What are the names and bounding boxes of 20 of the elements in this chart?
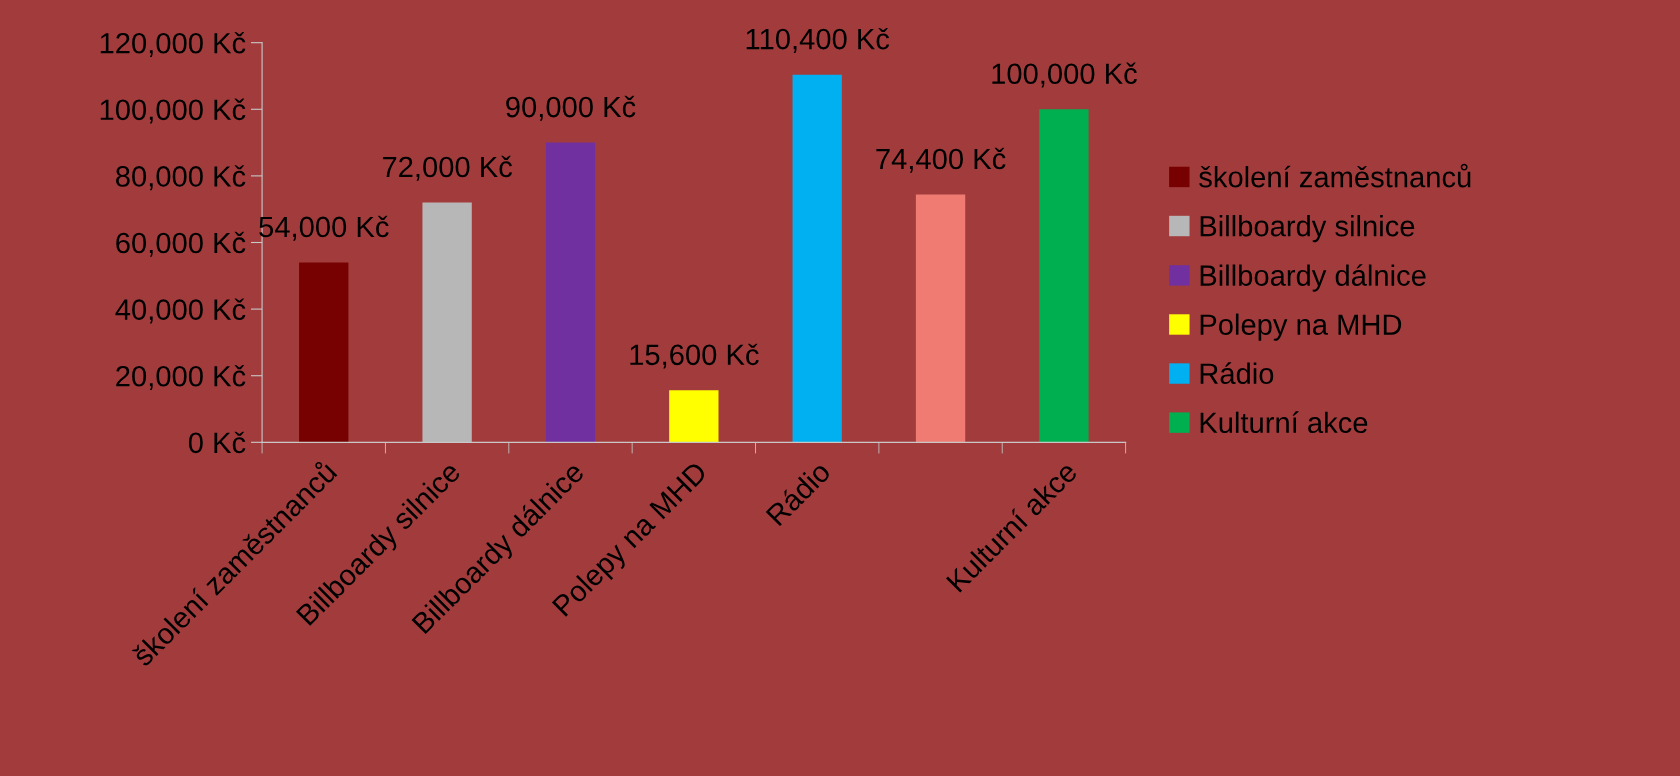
legend-label: Rádio (1200, 362, 1274, 385)
data-label: 72,000 Kč (382, 155, 513, 181)
y-tick-label: 80,000 Kč (116, 165, 246, 191)
data-label: 15,600 Kč (630, 343, 759, 369)
data-label: 90,000 Kč (506, 95, 636, 121)
data-label: 100,000 Kč (992, 62, 1137, 88)
data-label: 110,400 Kč (746, 27, 890, 53)
y-tick-label: 40,000 Kč (115, 298, 246, 324)
y-tick-label: 100,000 Kč (100, 98, 246, 124)
data-label: 54,000 Kč (259, 215, 389, 241)
y-tick-label: 20,000 Kč (116, 365, 246, 391)
legend-label: Billboardy dálnice (1200, 264, 1426, 292)
legend-label: Kulturní akce (1200, 411, 1368, 434)
y-tick-label: 120,000 Kč (100, 32, 246, 57)
legend-label: Billboardy silnice (1200, 215, 1415, 243)
y-tick-label: 60,000 Kč (116, 231, 246, 257)
legend-label: Polepy na MHD (1200, 313, 1402, 341)
y-tick-label: 0 Kč (188, 431, 246, 454)
legend-label: školení zaměstnanců (1199, 163, 1471, 188)
data-label: 74,400 Kč (876, 147, 1006, 173)
